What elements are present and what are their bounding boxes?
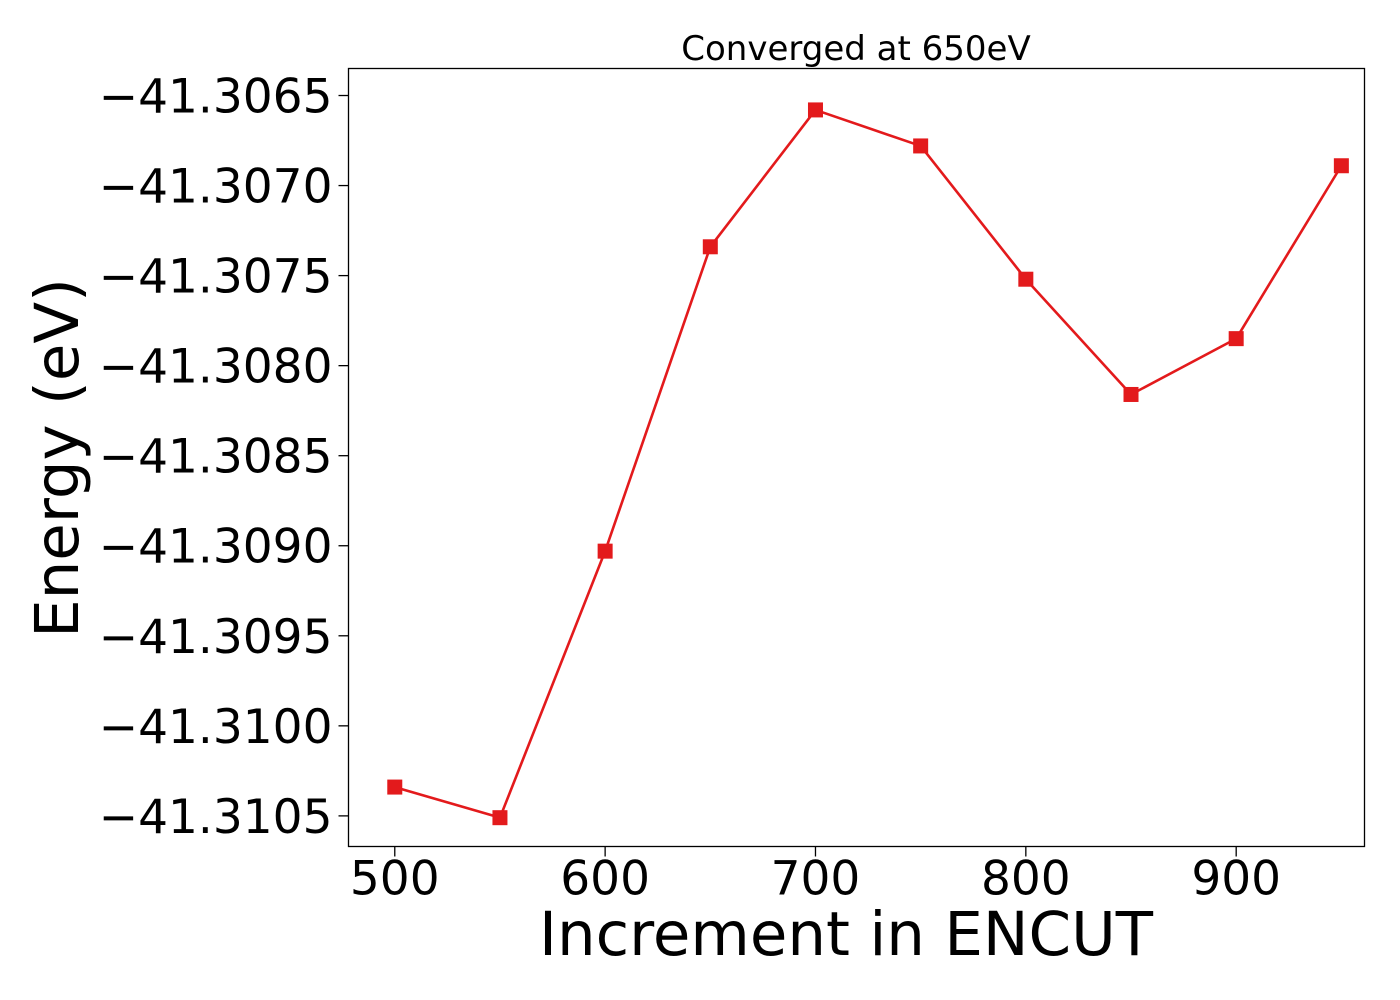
data-point-marker [702, 239, 718, 255]
x-axis-ticks: 500 600 700 800 900 [350, 846, 1281, 907]
x-tick-label: 700 [771, 852, 861, 907]
y-axis-label: Energy (eV) [22, 278, 93, 638]
y-tick-label: −41.3080 [99, 340, 333, 395]
y-tick-label: −41.3065 [99, 70, 333, 125]
x-axis-label: Increment in ENCUT [539, 899, 1154, 970]
y-tick-label: −41.3070 [99, 160, 333, 215]
x-tick-label: 600 [560, 852, 650, 907]
y-axis-ticks: −41.3065 −41.3070 −41.3075 −41.3080 −41.3085… [99, 70, 349, 845]
x-tick-label: 500 [350, 852, 440, 907]
y-tick-label: −41.3105 [99, 790, 333, 845]
data-point-marker [1333, 158, 1349, 174]
data-point-marker [913, 138, 929, 154]
chart-title: Converged at 650eV [681, 29, 1030, 69]
data-point-marker [387, 779, 403, 795]
y-tick-label: −41.3095 [99, 610, 333, 665]
data-point-marker [807, 102, 823, 118]
series-line [394, 108, 1343, 819]
plot-area-frame [347, 67, 1366, 848]
series-layer [387, 102, 1349, 826]
data-point-marker [1123, 386, 1139, 402]
data-point-marker [597, 543, 613, 559]
y-tick-label: −41.3075 [99, 250, 333, 305]
data-point-marker [492, 810, 508, 826]
y-tick-label: −41.3085 [99, 430, 333, 485]
data-point-marker [1228, 331, 1244, 347]
y-tick-label: −41.3090 [99, 520, 333, 575]
y-tick-label: −41.3100 [99, 700, 333, 755]
x-tick-label: 800 [981, 852, 1071, 907]
data-point-marker [1018, 271, 1034, 287]
x-tick-label: 900 [1191, 852, 1281, 907]
